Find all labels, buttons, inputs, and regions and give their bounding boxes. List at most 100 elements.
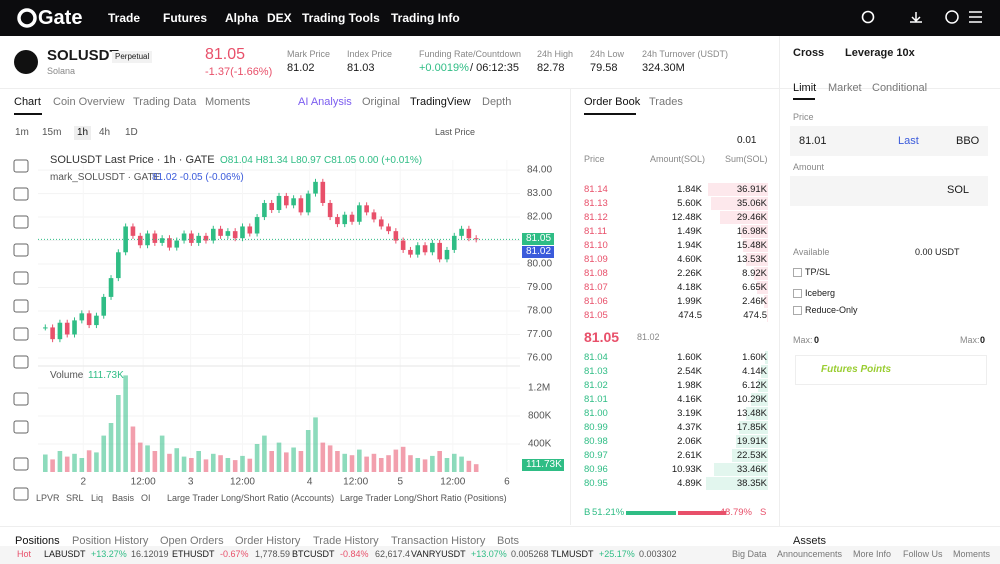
price-type[interactable]: Last Price [435, 127, 476, 137]
ob-precision[interactable]: 0.01 [737, 135, 757, 146]
hot-symbol[interactable]: BTCUSDT [292, 549, 335, 559]
chart-legend-ohlc: O81.04 H81.34 L80.97 C81.05 0.00 (+0.01%… [220, 155, 423, 166]
chart-tab[interactable]: Chart [14, 96, 41, 108]
download-icon[interactable] [910, 12, 922, 23]
bottom-tab[interactable]: Transaction History [391, 535, 486, 547]
chart-tab[interactable]: TradingView [410, 96, 471, 108]
footer-link[interactable]: More Info [853, 549, 892, 559]
chart-tab[interactable]: Moments [205, 96, 251, 108]
futures-points[interactable]: Futures Points [821, 364, 892, 375]
nav-item[interactable]: Futures [163, 11, 208, 25]
footer-link[interactable]: Follow Us [903, 549, 943, 559]
chart-tab[interactable]: AI Analysis [298, 96, 352, 108]
chart-tab[interactable]: Depth [482, 96, 512, 108]
footer-link[interactable]: Announcements [777, 549, 843, 559]
hot-change: +13.27% [91, 549, 127, 559]
volume-value: 111.73K [88, 370, 124, 381]
hot-change: -0.84% [340, 549, 369, 559]
last-price-tag [522, 233, 554, 246]
volume-bar [174, 448, 180, 472]
option[interactable]: TP/SL [805, 267, 831, 277]
menu-icon[interactable] [969, 11, 982, 23]
candle [327, 202, 333, 218]
chart-legend-mark-values: 81.02 -0.05 (-0.06%) [152, 172, 244, 183]
indicator[interactable]: Large Trader Long/Short Ratio (Accounts) [167, 493, 335, 503]
option[interactable]: Iceberg [805, 288, 836, 298]
volume-bar [254, 444, 260, 472]
amount-unit[interactable]: SOL [947, 184, 970, 196]
hot-symbol[interactable]: TLMUSDT [551, 549, 594, 559]
bottom-tab[interactable]: Positions [15, 535, 60, 547]
candle [305, 193, 311, 213]
hot-symbol[interactable]: ETHUSDT [172, 549, 215, 559]
settings-icon[interactable] [945, 10, 959, 24]
order-type[interactable]: Limit [793, 82, 817, 94]
bottom-tab[interactable]: Order History [235, 535, 301, 547]
bottom-tab[interactable]: Open Orders [160, 535, 224, 547]
indicator[interactable]: Large Trader Long/Short Ratio (Positions… [340, 493, 507, 503]
bottom-tab[interactable]: Trade History [313, 535, 379, 547]
margin-mode[interactable]: Cross [793, 47, 825, 59]
chart-tab[interactable]: Coin Overview [53, 96, 125, 108]
chart-tab[interactable]: Original [362, 96, 400, 108]
hot-change: -0.67% [220, 549, 249, 559]
nav-item[interactable]: DEX [267, 11, 292, 25]
price-bbo[interactable]: BBO [956, 135, 980, 147]
candle [210, 228, 216, 241]
leverage[interactable]: Leverage 10x [845, 47, 915, 59]
ob-tab[interactable]: Trades [649, 96, 683, 108]
option[interactable]: Reduce-Only [805, 305, 858, 315]
indicator[interactable]: OI [141, 493, 151, 503]
candle [276, 195, 282, 211]
ob-tab[interactable]: Order Book [584, 96, 641, 108]
candle [313, 181, 318, 194]
footer-link[interactable]: Big Data [732, 549, 767, 559]
ob-sum: 6.65K [742, 282, 767, 293]
interval[interactable]: 1m [15, 127, 29, 138]
candle [430, 242, 435, 253]
candle [320, 181, 326, 203]
interval[interactable]: 4h [99, 127, 111, 138]
ob-sum: 10.29K [736, 394, 767, 405]
interval[interactable]: 15m [42, 127, 62, 138]
footer-link[interactable]: Moments [953, 549, 991, 559]
search-icon[interactable] [861, 10, 875, 24]
ob-price: 81.13 [584, 198, 608, 209]
ob-amount: 2.26K [677, 268, 702, 279]
order-type[interactable]: Conditional [872, 82, 928, 94]
indicator[interactable]: SRL [66, 493, 84, 503]
interval[interactable]: 1D [125, 127, 138, 138]
order-type[interactable]: Market [828, 82, 862, 94]
ob-amount: 1.49K [677, 226, 702, 237]
bottom-tab[interactable]: Bots [497, 535, 520, 547]
x-tick-label: 2 [80, 477, 86, 488]
nav-item[interactable]: Trading Tools [302, 11, 380, 25]
stat-label: Funding Rate/Countdown [419, 49, 522, 59]
nav-item[interactable]: Trading Info [391, 11, 460, 25]
x-tick-label: 12:00 [131, 477, 156, 488]
candle [159, 238, 165, 243]
volume-bar [181, 456, 187, 472]
indicator[interactable]: LPVR [36, 493, 60, 503]
nav-item[interactable]: Trade [108, 11, 141, 25]
chart-tab[interactable]: Trading Data [133, 96, 197, 108]
interval[interactable]: 1h [74, 126, 92, 140]
volume-bar [320, 442, 326, 472]
bottom-tab[interactable]: Position History [72, 535, 149, 547]
candle [262, 202, 267, 218]
ob-price: 80.99 [584, 422, 608, 433]
ob-price: 81.12 [584, 212, 608, 223]
candle [284, 195, 289, 206]
indicator[interactable]: Liq [91, 493, 104, 503]
logo: Gate [38, 7, 83, 29]
type-underline [793, 98, 815, 100]
nav-item[interactable]: Alpha [225, 11, 259, 25]
volume-bar [225, 458, 231, 472]
ratio-sell-bar [678, 511, 726, 515]
price-last[interactable]: Last [898, 135, 919, 147]
hot-symbol[interactable]: VANRYUSDT [411, 549, 466, 559]
hot-symbol[interactable]: LABUSDT [44, 549, 86, 559]
price-input-value[interactable]: 81.01 [799, 135, 827, 147]
indicator[interactable]: Basis [112, 493, 135, 503]
y-tick-label: 79.00 [527, 282, 552, 293]
